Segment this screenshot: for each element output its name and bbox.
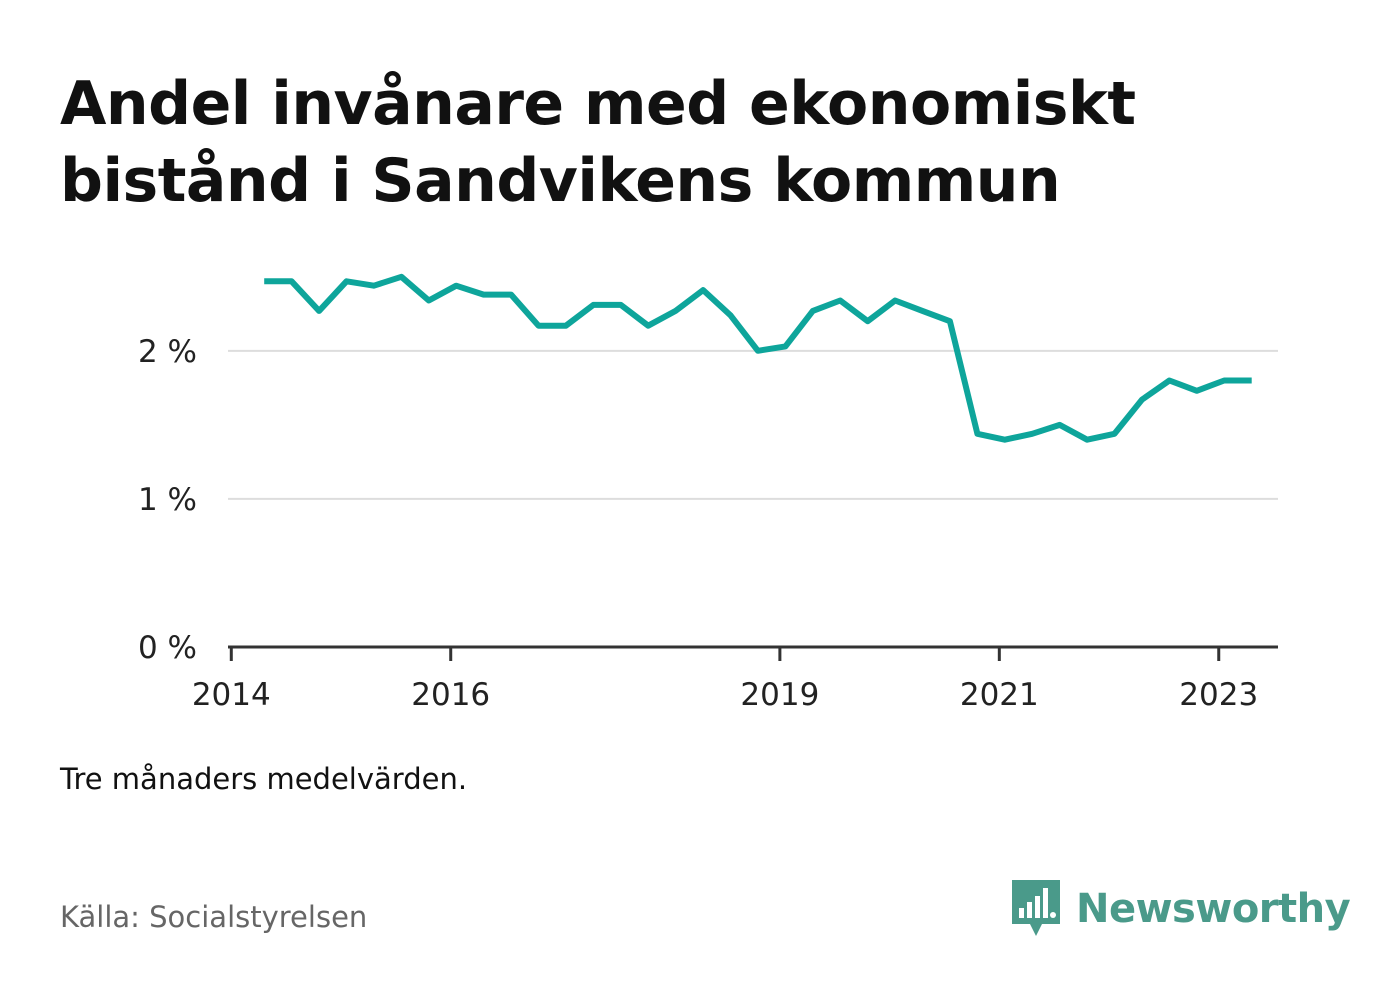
bar-chart-speech-bubble-icon <box>1012 880 1060 936</box>
tick-labels: 0 % 1 % 2 % 2014 2016 2019 2021 2023 <box>138 334 1258 713</box>
source-credit: Källa: Socialstyrelsen <box>60 900 368 934</box>
series-layer <box>264 273 1252 443</box>
x-tick-label: 2019 <box>740 677 819 713</box>
series-line <box>264 273 1252 443</box>
x-tick-label: 2023 <box>1179 677 1258 713</box>
y-tick-label: 0 % <box>138 630 197 666</box>
y-tick-label: 2 % <box>138 334 197 370</box>
x-tick-label: 2014 <box>192 677 271 713</box>
x-axis <box>228 645 1278 661</box>
y-tick-label: 1 % <box>138 482 197 518</box>
x-tick-label: 2021 <box>960 677 1039 713</box>
chart-note: Tre månaders medelvärden. <box>60 762 468 796</box>
brand-name: Newsworthy <box>1076 886 1351 932</box>
brand-logo: Newsworthy <box>1010 876 1351 942</box>
grid-lines <box>228 349 1278 500</box>
chart-title: Andel invånare med ekonomiskt bistånd i … <box>60 69 1136 216</box>
x-tick-label: 2016 <box>411 677 490 713</box>
